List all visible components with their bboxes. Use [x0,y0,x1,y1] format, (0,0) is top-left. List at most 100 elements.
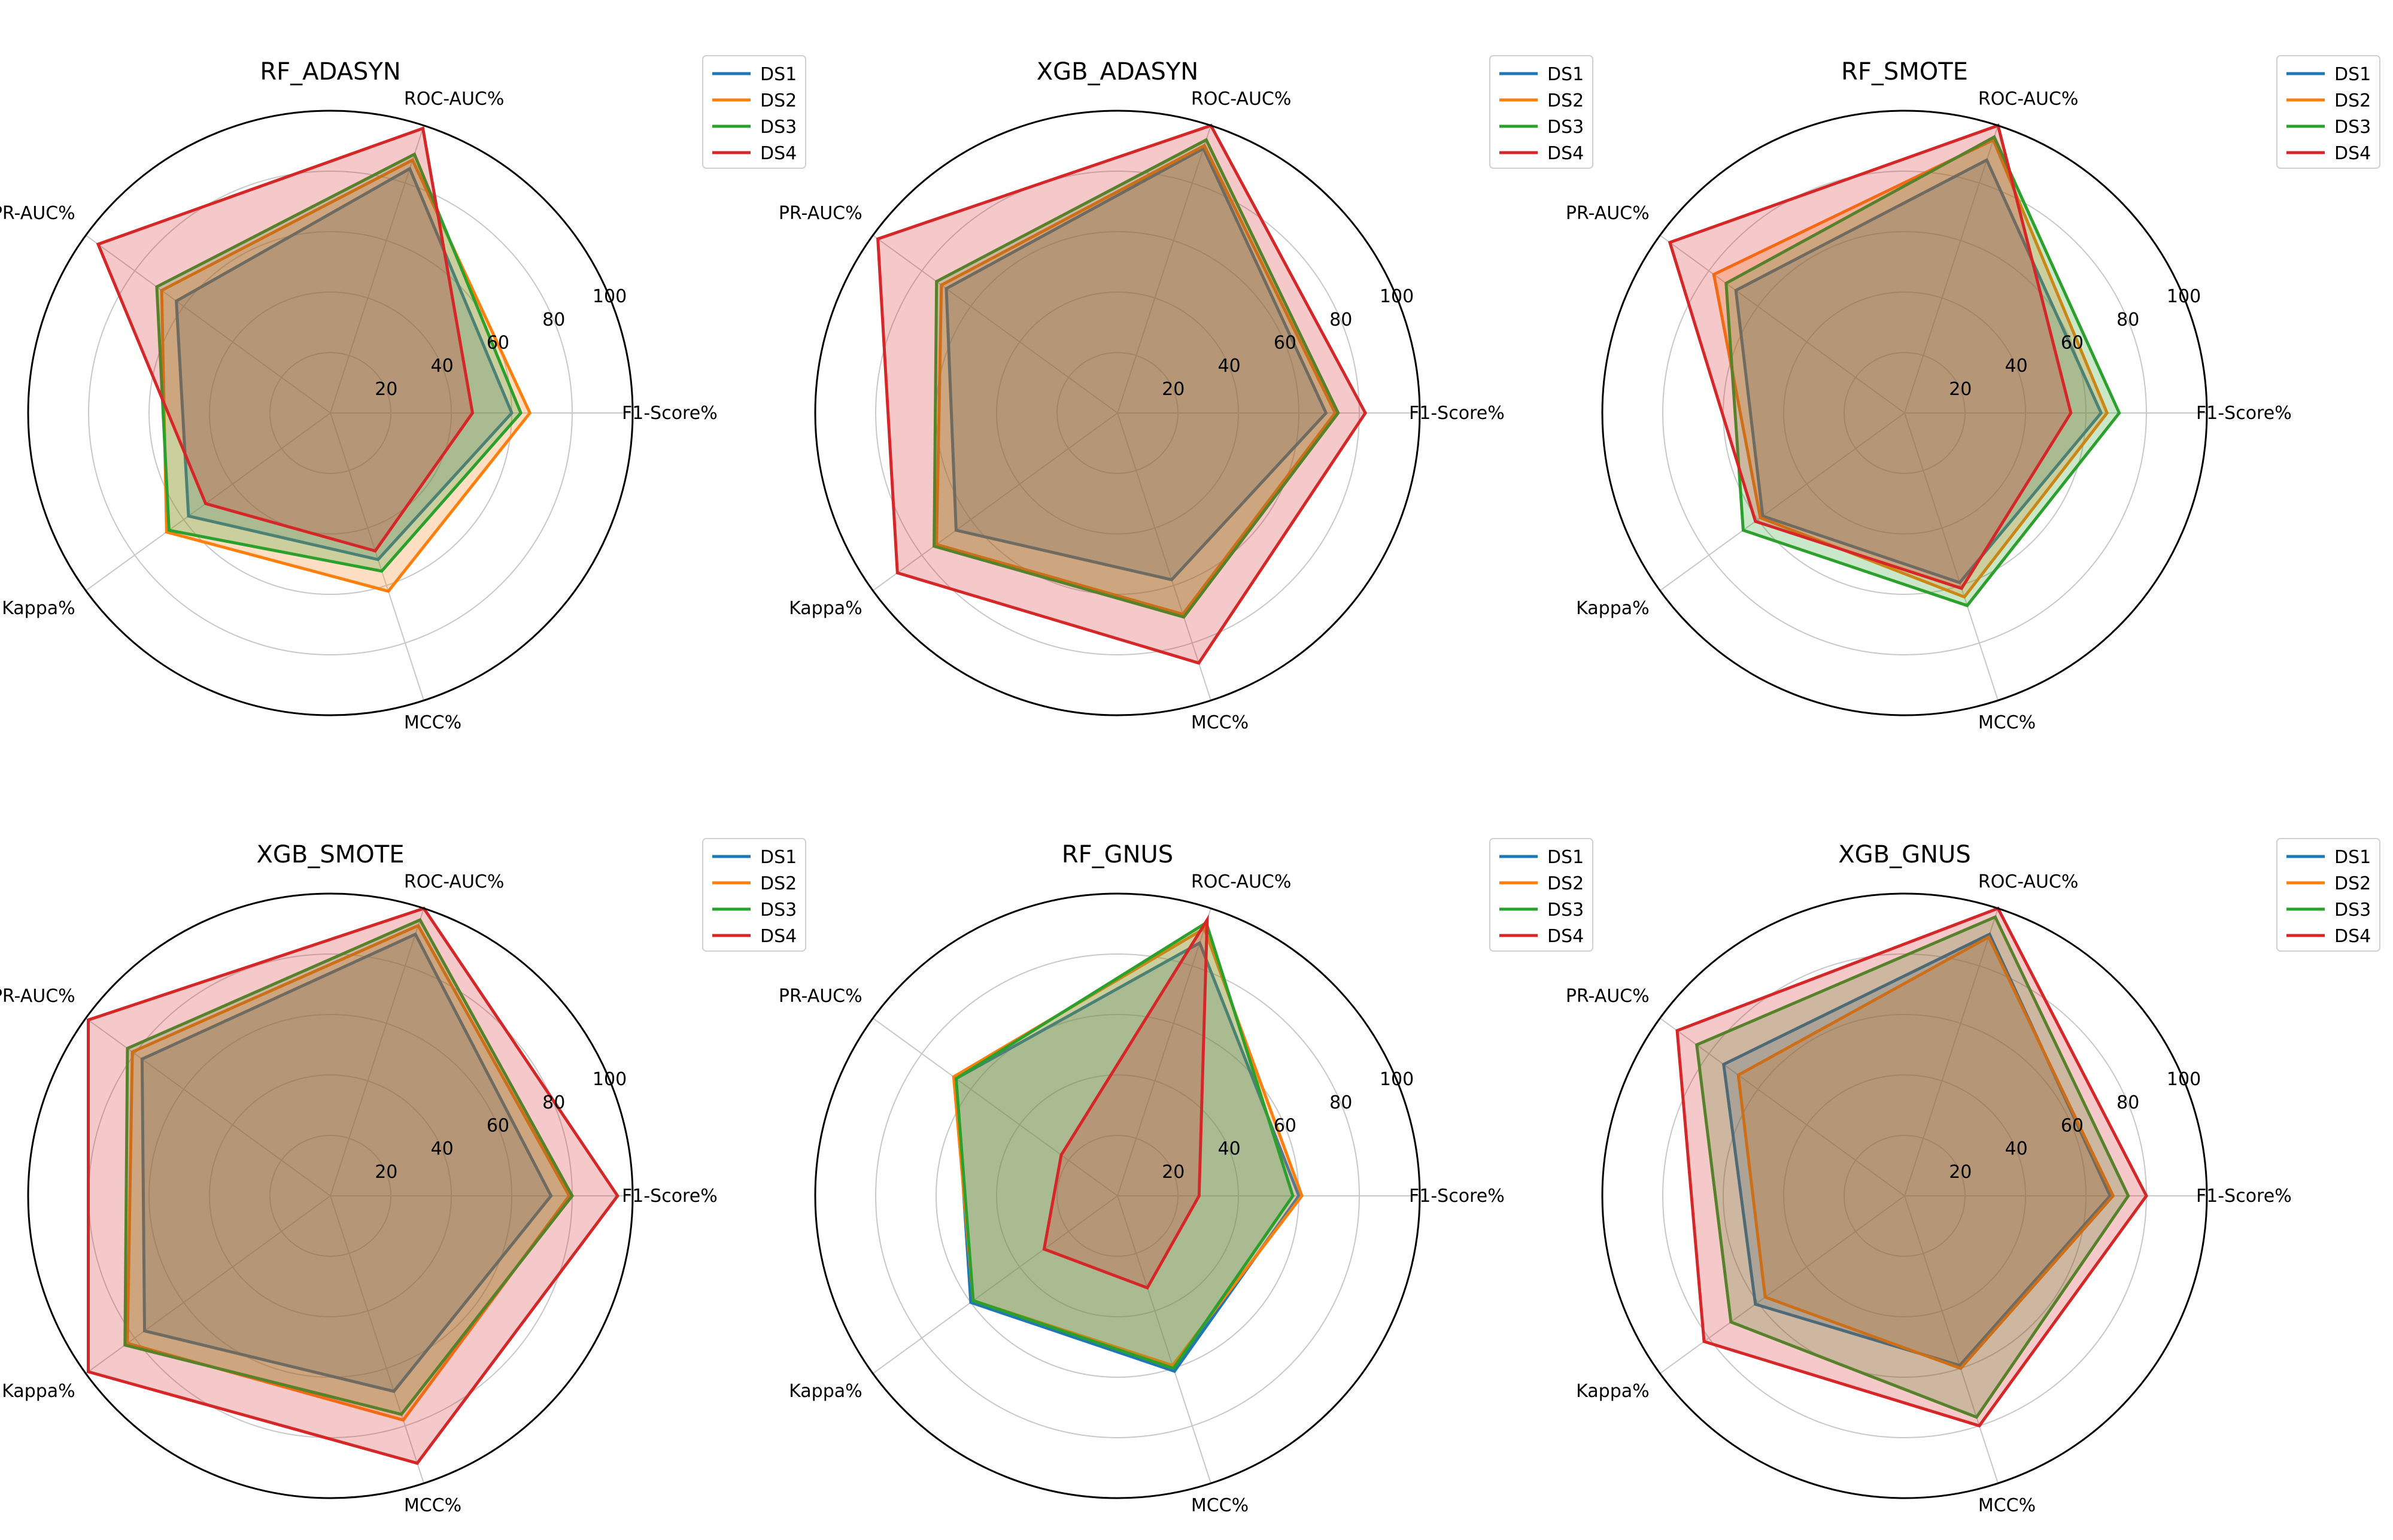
grid-spoke [1904,412,1999,701]
radial-tick-label: 20 [375,1162,397,1183]
category-label: MCC% [1978,1495,2036,1516]
legend-box [702,55,806,169]
legend-label: DS3 [760,900,797,921]
category-label: F1-Score% [622,403,718,424]
legend-label: DS2 [2334,90,2371,111]
outer-frame-circle [814,892,1421,1499]
radial-tick-label: 60 [1274,1116,1296,1137]
radial-tick-label: 80 [542,309,565,330]
legend-label: DS4 [1547,143,1584,164]
grid-spoke [1117,908,1212,1196]
category-label: ROC-AUC% [1191,871,1292,892]
radial-tick-label: 100 [2167,286,2201,307]
grid-spoke [1659,412,1905,591]
series-ds2-polygon [126,924,571,1422]
category-label: ROC-AUC% [404,871,505,892]
radial-tick-label: 100 [1380,1069,1414,1090]
radial-tick-label: 100 [593,1069,627,1090]
radial-tick-label: 40 [2005,356,2028,376]
category-label: Kappa% [789,598,863,619]
radial-tick-label: 20 [1162,1162,1185,1183]
legend-label: DS3 [1547,900,1584,921]
radial-tick-label: 20 [1949,1162,1972,1183]
grid-spoke [1659,1195,1905,1374]
outer-frame-circle [1601,110,2208,716]
series-ds1-polygon [140,932,553,1393]
grid-spoke [85,235,331,414]
series-ds3-polygon [155,152,523,573]
radial-tick-label: 80 [1329,309,1352,330]
legend-label: DS1 [1547,64,1584,85]
series-ds1-polygon [945,146,1328,582]
radial-tick-label: 40 [2005,1138,2028,1159]
category-label: F1-Score% [2196,1186,2292,1207]
category-label: PR-AUC% [1566,203,1650,224]
legend-box [1489,55,1593,169]
legend-label: DS2 [760,90,797,111]
category-label: MCC% [404,712,461,733]
outer-frame-circle [1601,892,2208,1499]
series-ds4-polygon [1042,914,1209,1290]
radial-tick-label: 60 [487,1116,509,1137]
outer-frame-circle [27,892,634,1499]
radial-tick-label: 100 [593,286,627,307]
legend-box [1489,838,1593,952]
outer-frame-circle [814,110,1421,716]
legend-label: DS1 [1547,847,1584,868]
series-ds3-polygon [954,920,1295,1371]
legend-label: DS3 [2334,117,2371,138]
radar-panel-2: XGB_ADASYN 20 40 60 80 100 F1-Score% ROC-AUC% PR… [779,55,1593,733]
category-label: Kappa% [1576,1381,1650,1402]
legend-label: DS3 [1547,117,1584,138]
grid-spoke [85,412,331,591]
radial-tick-label: 100 [2167,1069,2201,1090]
outer-frame-circle [27,110,634,716]
grid-spoke [872,235,1118,414]
legend-box [2276,55,2380,169]
grid-spoke [1904,1195,1999,1484]
radial-tick-label: 20 [375,379,397,400]
category-label: PR-AUC% [779,986,863,1007]
radial-tick-label: 80 [1329,1092,1352,1113]
category-label: ROC-AUC% [1978,871,2079,892]
legend-label: DS4 [2334,926,2371,947]
category-label: MCC% [404,1495,461,1516]
chart-title: XGB_GNUS [1838,841,1970,868]
grid-spoke [1117,1195,1212,1484]
category-label: Kappa% [2,1381,75,1402]
category-label: MCC% [1978,712,2036,733]
series-ds3-polygon [123,918,574,1416]
grid-spoke [872,1017,1118,1196]
grid-spoke [1659,235,1905,414]
series-ds4-polygon [1668,123,2073,590]
category-label: F1-Score% [622,1186,718,1207]
series-ds4-polygon [87,906,619,1465]
chart-title: RF_SMOTE [1841,58,1968,86]
grid-spoke [1659,1017,1905,1196]
legend-label: DS1 [2334,847,2371,868]
legend-label: DS2 [1547,90,1584,111]
grid-spoke [330,125,425,414]
radial-tick-label: 80 [2116,1092,2139,1113]
radial-tick-label: 60 [1274,333,1296,354]
category-label: MCC% [1191,1495,1249,1516]
chart-title: RF_ADASYN [260,58,400,86]
radar-panel-6: XGB_GNUS 20 40 60 80 100 F1-Score% ROC-AUC% PR-A… [1566,838,2380,1516]
radial-tick-label: 80 [542,1092,565,1113]
radial-tick-label: 60 [2061,333,2084,354]
category-label: PR-AUC% [0,986,75,1007]
grid-spoke [330,908,425,1196]
radial-tick-label: 60 [2061,1116,2084,1137]
legend-label: DS1 [2334,64,2371,85]
category-label: Kappa% [1576,598,1650,619]
category-label: PR-AUC% [779,203,863,224]
series-ds4-polygon [96,126,475,553]
category-label: ROC-AUC% [1191,89,1292,110]
grid-spoke [1117,412,1212,701]
series-ds4-polygon [876,123,1368,665]
chart-title: XGB_SMOTE [257,841,405,868]
grid-spoke [872,1195,1118,1374]
legend-label: DS2 [2334,873,2371,894]
legend-box [702,838,806,952]
